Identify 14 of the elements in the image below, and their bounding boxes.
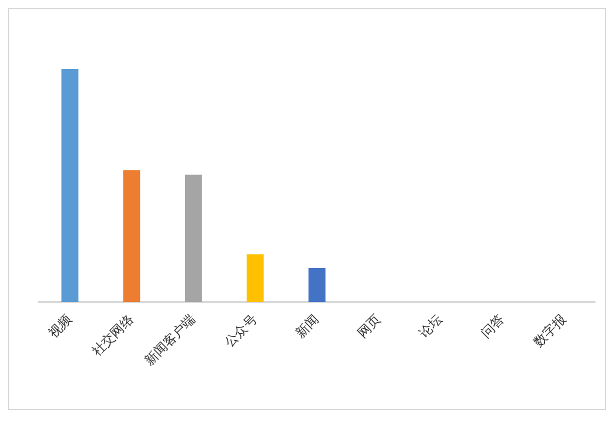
bar xyxy=(246,254,264,302)
x-tick-label: 公众号 xyxy=(222,312,260,350)
x-tick-label: 视频 xyxy=(46,312,76,342)
x-tick-label: 网页 xyxy=(355,312,384,342)
bar xyxy=(184,174,202,302)
x-tick-label: 社交网络 xyxy=(88,311,137,360)
x-tick-label: 新闻客户端 xyxy=(141,311,199,369)
x-tick-label: 问答 xyxy=(478,312,508,342)
bar xyxy=(123,170,140,302)
bar xyxy=(308,268,326,302)
x-tick-label: 论坛 xyxy=(416,312,446,342)
x-tick-label: 数字报 xyxy=(530,311,570,350)
bar xyxy=(61,69,78,302)
x-tick-label: 新闻 xyxy=(293,312,322,342)
